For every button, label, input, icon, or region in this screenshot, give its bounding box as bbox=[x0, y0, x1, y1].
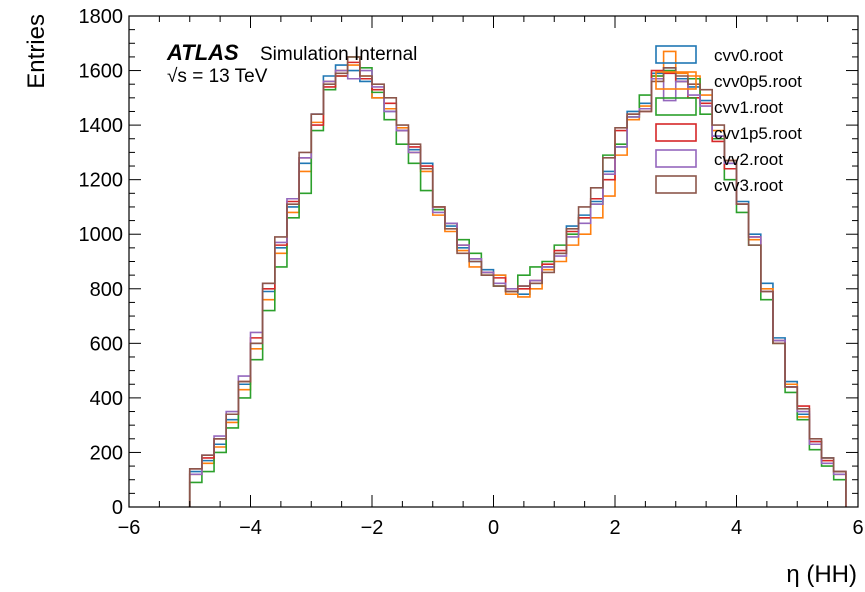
x-tick-label: 0 bbox=[488, 517, 499, 539]
x-axis-title: η (HH) bbox=[786, 561, 857, 588]
y-tick-label: 400 bbox=[90, 388, 123, 410]
x-tick-label: −2 bbox=[361, 517, 384, 539]
series-line-cvv1-root bbox=[188, 56, 847, 507]
y-axis-title: Entries bbox=[23, 14, 50, 89]
legend-label: cvv0p5.root bbox=[714, 72, 802, 91]
ticks-layer: −6 −4 −2 0 2 4 6 0 200 400 600 800 1000 1200 1400 1600 1… bbox=[79, 6, 864, 539]
y-tick-label: 1800 bbox=[79, 6, 124, 28]
plot-content bbox=[188, 50, 847, 507]
y-tick-label: 600 bbox=[90, 333, 123, 355]
legend-label: cvv0.root bbox=[714, 46, 783, 65]
legend-swatch bbox=[655, 149, 697, 168]
legend-label: cvv3.root bbox=[714, 176, 783, 195]
x-tick-label: 2 bbox=[609, 517, 620, 539]
legend-swatch bbox=[655, 45, 697, 64]
x-tick-label: −4 bbox=[239, 517, 262, 539]
y-tick-label: 0 bbox=[112, 497, 123, 519]
simulation-status-label: Simulation Internal bbox=[260, 44, 417, 65]
legend-swatch bbox=[655, 71, 697, 90]
y-tick-label: 1600 bbox=[79, 61, 124, 83]
legend-label: cvv2.root bbox=[714, 150, 783, 169]
y-tick-label: 1400 bbox=[79, 115, 124, 137]
atlas-label: ATLAS bbox=[166, 40, 239, 65]
energy-label: √s = 13 TeV bbox=[167, 66, 268, 87]
legend-label: cvv1.root bbox=[714, 98, 783, 117]
y-tick-label: 1000 bbox=[79, 224, 124, 246]
y-tick-label: 800 bbox=[90, 279, 123, 301]
legend-swatch bbox=[655, 97, 697, 116]
legend-swatch bbox=[655, 123, 697, 142]
y-tick-label: 200 bbox=[90, 442, 123, 464]
x-tick-label: 4 bbox=[731, 517, 742, 539]
y-tick-label: 1200 bbox=[79, 170, 124, 192]
x-tick-label: 6 bbox=[852, 517, 863, 539]
legend-swatch bbox=[655, 175, 697, 194]
legend: cvv0.root cvv0p5.root cvv1.root cvv1p5.root… bbox=[655, 45, 802, 195]
legend-label: cvv1p5.root bbox=[714, 124, 802, 143]
series-line-cvv3-root bbox=[188, 56, 847, 507]
x-tick-label: −6 bbox=[118, 517, 141, 539]
